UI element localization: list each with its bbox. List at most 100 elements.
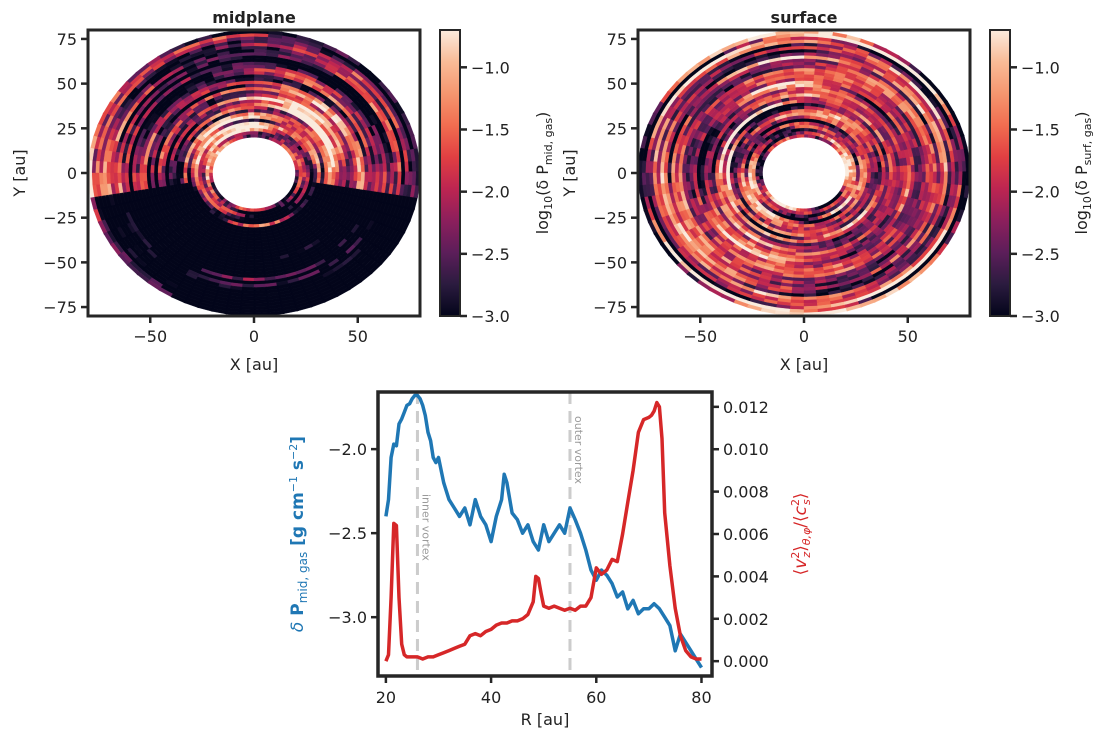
disk-heatmap xyxy=(88,30,420,316)
disk-cell xyxy=(803,127,809,132)
colorbar-tick-label: −1.0 xyxy=(1021,58,1060,77)
disk-cell xyxy=(253,124,260,129)
disk-cell xyxy=(364,171,369,182)
disk-cell xyxy=(918,171,923,183)
colorbar-tick-label: −2.0 xyxy=(471,183,510,202)
disk-cell xyxy=(190,168,195,174)
colorbar-label-field: mid, gas xyxy=(542,118,555,165)
disk-cell xyxy=(707,165,712,175)
disk-cell xyxy=(338,172,344,180)
disk-cell xyxy=(799,208,805,213)
x-axis-label: X [au] xyxy=(780,355,828,374)
disk-cell xyxy=(802,102,812,107)
disk-cell xyxy=(244,261,256,266)
disk-cell xyxy=(802,73,815,78)
disk-cell xyxy=(161,165,166,175)
disk-cell xyxy=(795,255,806,260)
disk-cell xyxy=(153,165,159,175)
disk-cell xyxy=(375,171,380,183)
disk-cell xyxy=(881,172,886,180)
disk-cell xyxy=(244,258,256,263)
colorbar-label-log: log xyxy=(533,210,552,234)
colorbar-tick-label: −2.0 xyxy=(1021,183,1060,202)
disk-cell xyxy=(244,264,256,269)
colorbar-label-end: ) xyxy=(533,112,552,118)
disk-cell xyxy=(131,163,137,175)
disk-cell xyxy=(246,239,256,244)
colorbar-tick-label: −1.5 xyxy=(1021,120,1060,139)
disk-cell xyxy=(247,227,255,232)
panel-title: surface xyxy=(771,8,838,27)
disk-cell xyxy=(803,108,811,113)
x-tick-label: −50 xyxy=(683,327,717,346)
disk-cell xyxy=(803,118,810,122)
disk-cell xyxy=(732,167,738,174)
disk-cell xyxy=(295,172,300,177)
colorbar-tick-label: −2.5 xyxy=(471,245,510,264)
disk-cell xyxy=(793,271,806,276)
y-tick-label: −50 xyxy=(43,253,77,272)
series-line-pressure xyxy=(384,393,703,669)
disk-cell xyxy=(795,252,806,257)
disk-cell xyxy=(246,246,256,250)
disk-cell xyxy=(921,171,927,183)
disk-cell xyxy=(877,172,883,180)
disk-cell xyxy=(246,242,256,247)
colorbar-label-sub: 10 xyxy=(1081,196,1094,210)
disk-cell xyxy=(718,166,723,174)
disk-cell xyxy=(802,80,814,85)
disk-cell xyxy=(193,168,199,174)
disk-cell xyxy=(245,249,256,254)
disk-cell xyxy=(379,171,384,183)
colorbar-label-field: surf, gas xyxy=(1081,118,1094,166)
disk-cell xyxy=(685,163,690,175)
x-tick-label: −50 xyxy=(133,327,167,346)
disk-cell xyxy=(740,168,745,174)
disk-cell xyxy=(335,172,340,180)
colorbar-ticks: −1.0−1.5−2.0−2.5−3.0 xyxy=(1010,58,1060,326)
disk-cell xyxy=(802,96,812,100)
colorbar xyxy=(989,29,1011,317)
disk-cell xyxy=(725,166,731,174)
disk-heatmap xyxy=(638,30,970,316)
disk-cell xyxy=(874,172,879,179)
disk-cell xyxy=(313,172,318,178)
disk-cell xyxy=(751,168,756,174)
disk-cell xyxy=(852,172,857,178)
disk-cell xyxy=(164,166,170,174)
colorbar-label: log10(δ Psurf, gas) xyxy=(1072,112,1094,235)
disk-cell xyxy=(914,171,919,182)
disk-cell xyxy=(357,171,362,182)
disk-cell xyxy=(888,172,894,180)
disk-cell xyxy=(248,220,255,225)
x-axis-ticks: 20 40 60 80 xyxy=(376,676,712,707)
disk-cell xyxy=(179,167,184,174)
series-line-velocity xyxy=(384,400,702,662)
disk-cell xyxy=(360,171,366,182)
disk-cell xyxy=(298,172,304,177)
disk-cell xyxy=(796,246,806,250)
disk-cell xyxy=(681,163,687,175)
disk-cell xyxy=(246,236,255,241)
y-tick-label: 50 xyxy=(607,75,627,94)
y-tick-label: 25 xyxy=(57,119,77,138)
disk-cell xyxy=(253,121,260,126)
disk-cell xyxy=(692,164,698,175)
disk-cell xyxy=(674,163,679,175)
disk-cell xyxy=(803,121,810,126)
disk-cell xyxy=(729,167,734,174)
disk-cell xyxy=(175,166,181,174)
x-tick-label: 0 xyxy=(249,327,259,346)
disk-cell xyxy=(802,70,815,75)
y-tick-label: −25 xyxy=(43,209,77,228)
vortex-label: inner vortex xyxy=(419,494,432,561)
disk-cell xyxy=(139,164,144,175)
colorbar-label-body: (δ P xyxy=(1072,165,1091,196)
y-tick-label: −75 xyxy=(593,298,627,317)
disk-cell xyxy=(929,171,934,183)
disk-cell xyxy=(252,102,262,107)
colorbar-ticks: −1.0−1.5−2.0−2.5−3.0 xyxy=(460,58,510,326)
